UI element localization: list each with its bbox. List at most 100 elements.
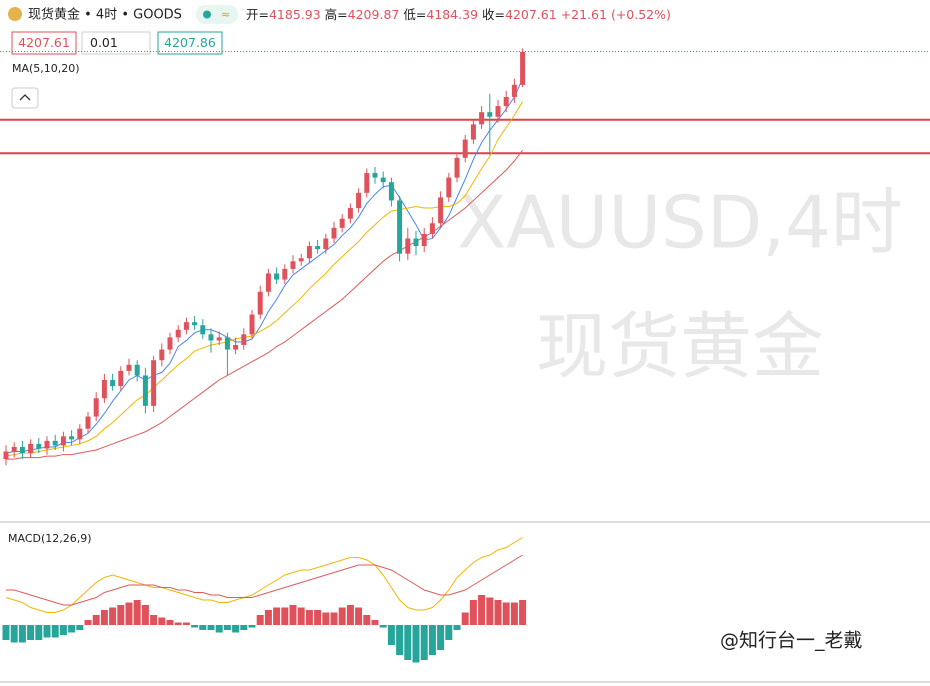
- lot-box[interactable]: [81, 31, 151, 55]
- sell-box[interactable]: [11, 31, 77, 55]
- candle-body: [306, 246, 312, 259]
- macd-histogram-bar: [445, 625, 453, 640]
- macd-signal: [6, 554, 523, 606]
- macd-histogram-bar: [494, 600, 502, 625]
- candle-body: [274, 273, 280, 280]
- ohlc-value: 4209.87: [348, 7, 400, 22]
- candle-body: [175, 329, 181, 338]
- ohlc-readout: 开=4185.93 高=4209.87 低=4184.39 收=4207.61 …: [246, 7, 671, 22]
- macd-histogram-bar: [43, 625, 51, 638]
- candle-body: [19, 446, 25, 454]
- candle-body: [249, 314, 255, 335]
- candle-body: [52, 440, 58, 446]
- candle-body: [388, 182, 394, 201]
- macd-histogram-bar: [68, 625, 76, 633]
- macd-histogram-bar: [461, 612, 469, 625]
- visibility-toggle[interactable]: [196, 5, 238, 24]
- macd-histogram-bar: [141, 605, 149, 625]
- candle-body: [495, 106, 501, 117]
- macd-histogram-bar: [51, 625, 59, 638]
- candle-body: [356, 192, 362, 209]
- macd-histogram-bar: [453, 625, 461, 630]
- macd-histogram-bar: [379, 625, 387, 628]
- macd-histogram-bar: [387, 625, 395, 645]
- candle-body: [413, 238, 419, 247]
- candle-body: [470, 124, 476, 140]
- indicator-label: MA(5,10,20): [12, 62, 80, 75]
- macd-histogram-bar: [199, 625, 207, 630]
- macd-histogram-bar: [125, 602, 133, 625]
- macd-histogram-bar: [182, 622, 190, 625]
- ohlc-key: 高=: [325, 7, 348, 22]
- macd-histogram-bar: [256, 615, 264, 625]
- macd-histogram-bar: [92, 615, 100, 625]
- candle-body: [462, 139, 468, 158]
- candle-body: [118, 370, 124, 387]
- macd-histogram-bar: [437, 625, 445, 650]
- macd-histogram-bar: [240, 625, 248, 630]
- ma-line: [5, 101, 524, 457]
- macd-histogram-bar: [502, 602, 510, 625]
- macd-histogram-bar: [273, 607, 281, 625]
- candle-body: [265, 273, 271, 292]
- candle-body: [151, 360, 157, 406]
- candle-body: [28, 443, 34, 454]
- macd-histogram-bar: [223, 625, 231, 630]
- candle-body: [380, 177, 386, 183]
- candle-body: [241, 334, 247, 345]
- candle-body: [233, 345, 239, 350]
- candle-body: [167, 337, 173, 350]
- candle-body: [454, 157, 460, 178]
- candle-body: [372, 173, 378, 178]
- candle-body: [183, 322, 189, 330]
- candle-body: [315, 246, 321, 250]
- candle-body: [85, 416, 91, 429]
- collapse-button[interactable]: [11, 87, 39, 109]
- collapse-icon: [19, 94, 31, 101]
- candle-body: [101, 380, 107, 399]
- macd-histogram-bar: [469, 600, 477, 625]
- macd-histogram-bar: [35, 625, 43, 640]
- candle-body: [421, 233, 427, 247]
- buy-box[interactable]: [157, 31, 223, 55]
- macd-histogram-bar: [18, 625, 26, 643]
- macd-histogram-bar: [207, 625, 215, 630]
- macd-histogram-bar: [314, 610, 322, 625]
- macd-histogram-bar: [486, 597, 494, 625]
- candle-body: [192, 322, 198, 326]
- macd-histogram-bar: [404, 625, 412, 660]
- candle-body: [339, 218, 345, 228]
- macd-histogram-bar: [76, 625, 84, 630]
- credit: @知行台一_老戴: [720, 630, 863, 652]
- macd-histogram-bar: [10, 625, 18, 643]
- macd-histogram-bar: [281, 607, 289, 625]
- candle-body: [520, 51, 526, 85]
- ohlc-value: 4184.39: [426, 7, 478, 22]
- candle-body: [36, 443, 42, 449]
- macd-histogram-bar: [117, 605, 125, 625]
- macd-histogram-bar: [109, 607, 117, 625]
- candle-body: [60, 436, 66, 446]
- macd-histogram-bar: [420, 625, 428, 660]
- ohlc-key: 收=: [482, 7, 505, 22]
- watermark-line: 现货黄金: [536, 305, 824, 389]
- buy-price: 4207.86: [164, 35, 216, 50]
- candle-body: [364, 173, 370, 193]
- ma-line: [5, 78, 524, 454]
- lot-size: 0.01: [90, 35, 118, 50]
- macd-histogram-bar: [305, 610, 313, 625]
- change: +21.61: [561, 7, 607, 22]
- ohlc-key: 低=: [403, 7, 426, 22]
- macd-label: MACD(12,26,9): [8, 532, 92, 545]
- candle-body: [44, 440, 50, 449]
- candle-body: [405, 238, 411, 254]
- watermark: XAUUSD,4时 现货黄金: [457, 181, 903, 389]
- macd-histogram-bar: [330, 612, 338, 625]
- macd-histogram-bar: [150, 615, 158, 625]
- watermark-line: XAUUSD,4时: [457, 181, 903, 265]
- macd-histogram-bar: [133, 600, 141, 625]
- candle-body: [511, 84, 517, 97]
- macd-histogram-bar: [355, 607, 363, 625]
